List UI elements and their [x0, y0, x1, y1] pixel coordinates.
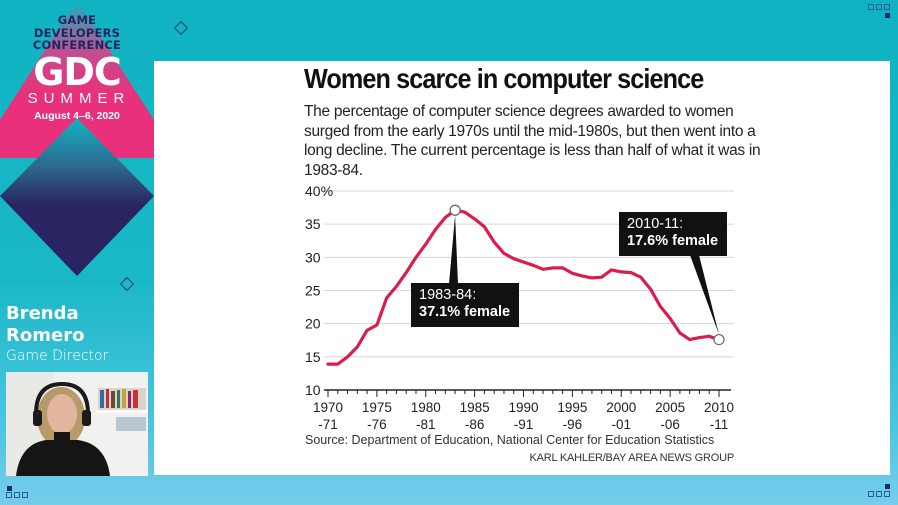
nav-dot	[868, 491, 874, 497]
x-tick-label-year: 1995	[557, 400, 587, 415]
x-tick-label-suffix: -86	[465, 417, 485, 432]
y-tick-label: 15	[305, 349, 321, 365]
conference-sidebar: GAME DEVELOPERS CONFERENCE GDC SUMMER Au…	[0, 0, 154, 505]
annotation-marker	[449, 204, 461, 216]
y-tick-label: 40%	[305, 183, 333, 199]
chart-subtitle: The percentage of computer science degre…	[304, 103, 761, 179]
logo-line-developers: DEVELOPERS	[33, 25, 121, 40]
nav-dot	[884, 491, 890, 497]
annotation-label: 2010-11:	[627, 216, 684, 232]
logo-line-conference: CONFERENCE	[32, 38, 122, 52]
slide-nav-dots-bottom-right	[868, 491, 890, 497]
annotation-callout-latest: 2010-11: 17.6% female	[619, 212, 727, 256]
x-tick-label-suffix: -81	[416, 417, 436, 432]
nav-indicator-active	[7, 486, 12, 491]
callout-pointer	[449, 215, 458, 284]
chart-source: Source: Department of Education, Nationa…	[305, 433, 715, 447]
x-tick-label-suffix: -91	[514, 417, 534, 432]
nav-dot	[876, 4, 882, 10]
nav-dot	[884, 4, 890, 10]
nav-indicator-active	[885, 484, 890, 489]
speaker-info: Brenda Romero Game Director	[6, 303, 108, 365]
chart-credit: KARL KAHLER/BAY AREA NEWS GROUP	[529, 452, 735, 464]
line-chart: 40% 35 30 25 20 15 10 1970 -71 1975 -76 1980 -81 198…	[305, 183, 734, 432]
speaker-role: Game Director	[6, 348, 109, 364]
nav-dot	[14, 492, 20, 498]
annotation-callout-peak: 1983-84: 37.1% female	[411, 283, 519, 327]
x-tick-label-suffix: -96	[563, 417, 583, 432]
logo-gdc: GDC	[33, 49, 122, 94]
webcam-person-icon	[6, 372, 148, 476]
annotation-label: 1983-84:	[419, 287, 477, 303]
x-tick-label-year: 1990	[508, 400, 538, 415]
gdc-logo: GAME DEVELOPERS CONFERENCE GDC SUMMER Au…	[0, 14, 154, 123]
navy-diamond-decoration	[0, 118, 154, 276]
x-tick-label-suffix: -11	[710, 417, 729, 432]
annotation-value: 17.6% female	[627, 233, 719, 249]
x-tick-label-year: 1970	[313, 400, 343, 415]
y-tick-label: 30	[305, 249, 321, 265]
logo-line-game: GAME	[57, 13, 97, 27]
y-tick-label: 20	[305, 316, 321, 332]
chart-title: Women scarce in computer science	[304, 63, 704, 94]
x-tick-label-year: 1980	[411, 400, 441, 415]
x-tick-label-year: 2010	[704, 400, 734, 415]
logo-summer: SUMMER	[27, 89, 131, 107]
annotation-marker	[713, 333, 725, 346]
event-dates: August 4–6, 2020	[34, 109, 120, 122]
nav-indicator-active	[885, 13, 890, 18]
x-tick-label-suffix: -71	[318, 417, 338, 432]
x-tick-label-year: 1985	[460, 400, 490, 415]
slide-nav-dots-top-right	[868, 4, 890, 10]
x-tick-label-suffix: -06	[660, 417, 680, 432]
nav-dot	[868, 4, 874, 10]
x-tick-label-year: 2005	[655, 400, 685, 415]
series-line	[326, 208, 721, 366]
small-diamond-icon	[173, 20, 189, 36]
nav-dot	[876, 491, 882, 497]
y-tick-label: 10	[305, 382, 321, 398]
nav-dot	[6, 492, 12, 498]
y-tick-label: 25	[305, 283, 321, 299]
webcam-video	[6, 372, 148, 476]
y-tick-label: 35	[305, 216, 321, 232]
slide-nav-dots-bottom-left	[6, 492, 28, 498]
x-tick-label-suffix: -01	[611, 417, 631, 432]
pink-triangle-decoration	[0, 0, 154, 158]
x-tick-label-suffix: -76	[367, 417, 387, 432]
speaker-last-name: Romero	[6, 325, 85, 346]
callout-pointer	[690, 255, 719, 335]
x-tick-label-year: 2000	[606, 400, 636, 415]
annotation-value: 37.1% female	[419, 304, 511, 320]
presentation-slide: Women scarce in computer science The per…	[154, 61, 890, 475]
speaker-first-name: Brenda	[6, 303, 79, 324]
nav-dot	[22, 492, 28, 498]
x-tick-label-year: 1975	[362, 400, 392, 415]
